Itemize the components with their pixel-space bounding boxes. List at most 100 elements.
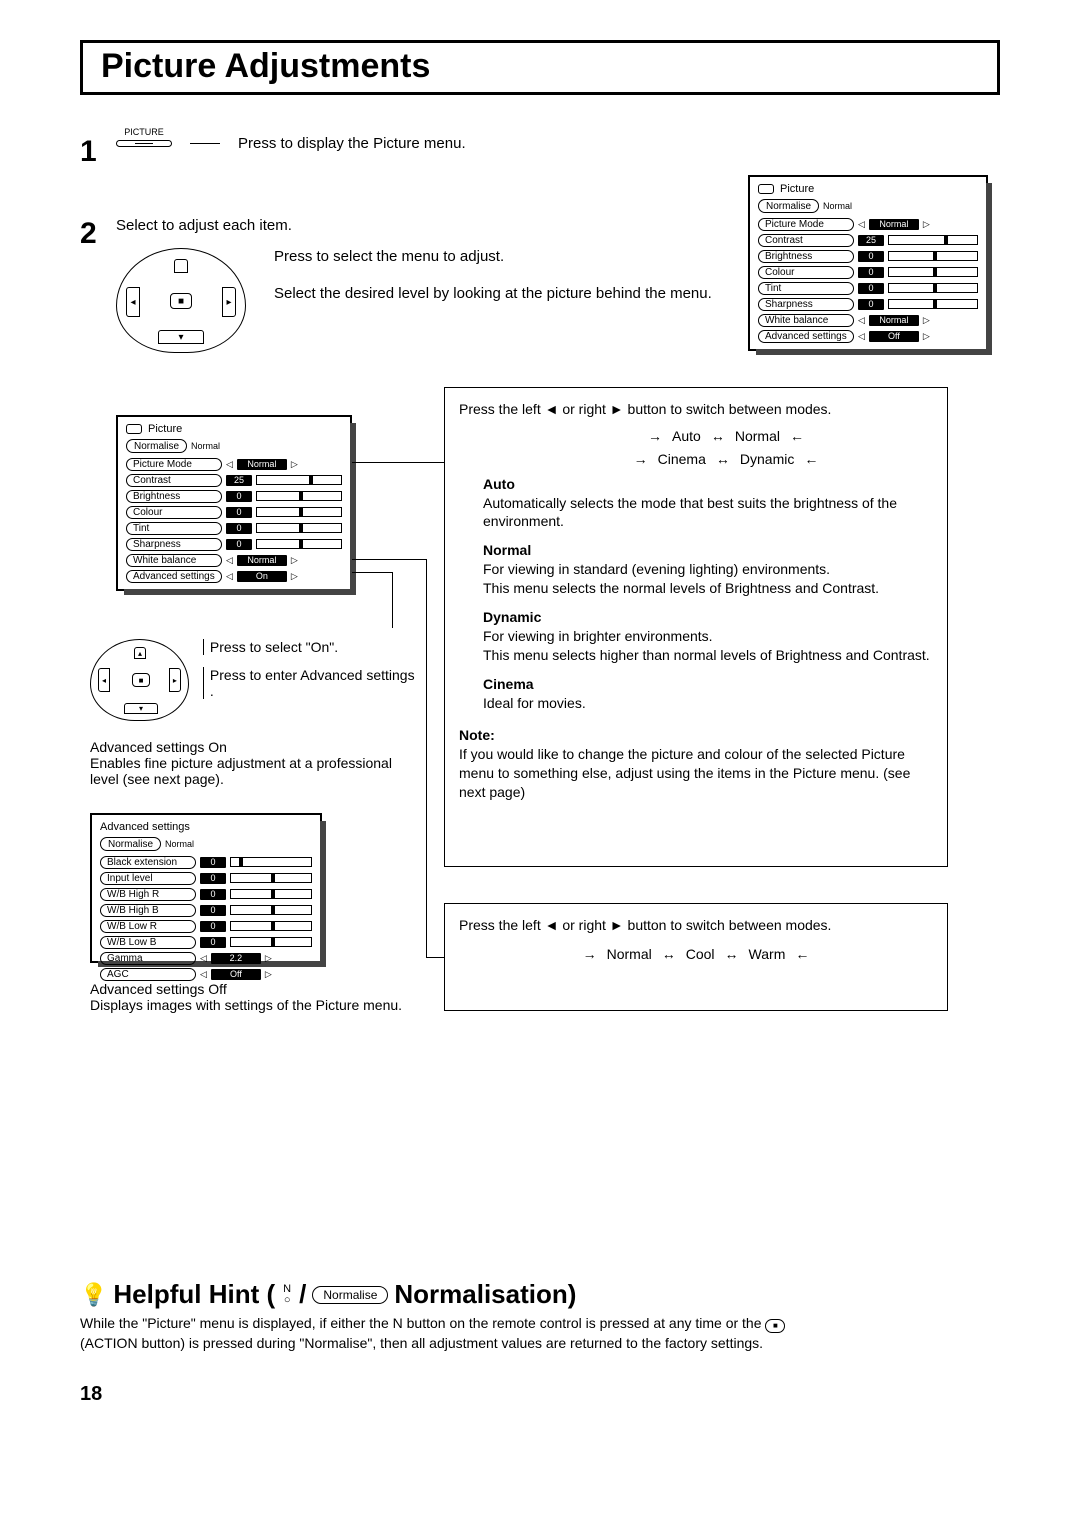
normalise-button: Normalise bbox=[758, 199, 819, 213]
osd-slider bbox=[230, 905, 312, 915]
osd-row: Tint 0 bbox=[126, 521, 342, 535]
osd-row-label: Brightness bbox=[758, 250, 854, 263]
osd-slider bbox=[256, 475, 342, 485]
helpful-hint-text: While the "Picture" menu is displayed, i… bbox=[80, 1314, 1000, 1353]
osd-row: Sharpness0 bbox=[126, 537, 342, 551]
wb-cool: Cool bbox=[686, 945, 715, 964]
mode-auto: Auto bbox=[672, 427, 701, 446]
osd-slider bbox=[256, 491, 342, 501]
normalise-status: Normal bbox=[191, 441, 220, 451]
normal-heading: Normal bbox=[483, 541, 933, 560]
menu-icon bbox=[126, 424, 142, 434]
osd-picture-title: Picture bbox=[148, 423, 182, 435]
osd-row-value: 0 bbox=[226, 523, 252, 534]
normalise-button: Normalise bbox=[100, 837, 161, 851]
osd-row: Tint 0 bbox=[758, 281, 978, 295]
osd-row: White balance◁Normal▷ bbox=[126, 553, 342, 567]
auto-heading: Auto bbox=[483, 475, 933, 494]
osd-row: AGC◁Off▷ bbox=[100, 967, 312, 981]
auto-text: Automatically selects the mode that best… bbox=[483, 494, 933, 532]
osd-row-value: 0 bbox=[858, 283, 884, 294]
note-text: If you would like to change the picture … bbox=[459, 745, 933, 802]
osd-row-value: 0 bbox=[200, 857, 226, 868]
osd-row: Gamma◁2.2▷ bbox=[100, 951, 312, 965]
normal-text-2: This menu selects the normal levels of B… bbox=[483, 579, 933, 598]
osd-row-mode-value: Normal bbox=[869, 219, 919, 230]
adv-off-heading: Advanced settings Off bbox=[90, 981, 410, 997]
mode-dynamic: Dynamic bbox=[740, 450, 794, 469]
osd-picture-left: Picture Normalise Normal Picture Mode◁No… bbox=[116, 415, 352, 591]
wb-cycle: → Normal ↔ Cool ↔ Warm ← bbox=[459, 945, 933, 964]
osd-row-label: Input level bbox=[100, 872, 196, 885]
osd-row: W/B High B 0 bbox=[100, 903, 312, 917]
osd-row-mode-value: Off bbox=[211, 969, 261, 980]
osd-row-label: White balance bbox=[758, 314, 854, 327]
mode-cycle-row2: → Cinema ↔ Dynamic ← bbox=[519, 450, 933, 469]
osd-slider bbox=[256, 539, 342, 549]
osd-row-mode-value: Normal bbox=[869, 315, 919, 326]
osd-row: Advanced settings◁On▷ bbox=[126, 569, 342, 583]
action-button-icon: ■ bbox=[765, 1319, 785, 1333]
osd-row-label: Advanced settings bbox=[758, 330, 854, 343]
osd-picture-title: Picture bbox=[780, 183, 814, 195]
normalise-status: Normal bbox=[165, 839, 194, 849]
step-2-text-b: Select the desired level by looking at t… bbox=[274, 285, 712, 302]
osd-row-label: Gamma bbox=[100, 952, 196, 965]
osd-row-label: Sharpness bbox=[126, 538, 222, 551]
osd-row: Colour0 bbox=[126, 505, 342, 519]
lightbulb-icon: 💡 bbox=[80, 1282, 107, 1308]
wb-normal: Normal bbox=[607, 945, 652, 964]
press-on-text: Press to select "On". bbox=[203, 639, 420, 655]
osd-slider bbox=[230, 889, 312, 899]
osd-slider bbox=[256, 507, 342, 517]
menu-icon bbox=[758, 184, 774, 194]
normal-text-1: For viewing in standard (evening lightin… bbox=[483, 560, 933, 579]
adv-on-heading: Advanced settings On bbox=[90, 739, 420, 755]
osd-row-mode-value: Off bbox=[869, 331, 919, 342]
osd-slider bbox=[230, 921, 312, 931]
picture-button-label: PICTURE bbox=[124, 127, 164, 137]
osd-row-value: 0 bbox=[200, 937, 226, 948]
adv-settings-column: ▴ ◂ ■ ▸ ▾ Press to select "On". Press to… bbox=[90, 639, 420, 787]
steps-container: 1 PICTURE Press to display the Picture m… bbox=[80, 135, 1000, 1245]
osd-row-label: W/B Low R bbox=[100, 920, 196, 933]
adv-off-text: Displays images with settings of the Pic… bbox=[90, 997, 410, 1013]
osd-row-value: 0 bbox=[200, 921, 226, 932]
osd-row: Colour0 bbox=[758, 265, 978, 279]
n-button-icon: N○ bbox=[283, 1284, 291, 1306]
osd-row-label: Tint bbox=[126, 522, 222, 535]
wb-warm: Warm bbox=[749, 945, 786, 964]
press-enter-text: Press to enter Advanced settings . bbox=[203, 667, 420, 699]
osd-row-label: W/B High B bbox=[100, 904, 196, 917]
osd-advanced-settings: Advanced settings Normalise Normal Black… bbox=[90, 813, 322, 963]
osd-row-label: Picture Mode bbox=[758, 218, 854, 231]
remote-navigation-icon: ◂ ■ ▸ ▾ bbox=[116, 248, 246, 353]
osd-row-label: Contrast bbox=[126, 474, 222, 487]
osd-row-label: White balance bbox=[126, 554, 222, 567]
osd-slider bbox=[256, 523, 342, 533]
diagram-area: Picture Normalise Normal Picture Mode◁No… bbox=[80, 365, 1000, 1245]
adv-on-text: Enables fine picture adjustment at a pro… bbox=[90, 755, 420, 787]
osd-row: Black extension0 bbox=[100, 855, 312, 869]
osd-row-label: Tint bbox=[758, 282, 854, 295]
osd-row-value: 0 bbox=[226, 507, 252, 518]
osd-slider bbox=[888, 283, 978, 293]
osd-row-label: W/B Low B bbox=[100, 936, 196, 949]
dynamic-text-1: For viewing in brighter environments. bbox=[483, 627, 933, 646]
step-2-text-a: Press to select the menu to adjust. bbox=[274, 248, 712, 265]
dynamic-text-2: This menu selects higher than normal lev… bbox=[483, 646, 933, 665]
osd-row-value: 0 bbox=[858, 299, 884, 310]
osd-row-mode-value: Normal bbox=[237, 555, 287, 566]
osd-row-label: Colour bbox=[758, 266, 854, 279]
page-number: 18 bbox=[80, 1383, 1000, 1406]
note-heading: Note: bbox=[459, 726, 933, 745]
cinema-text: Ideal for movies. bbox=[483, 694, 933, 713]
step-1-text: Press to display the Picture menu. bbox=[238, 135, 466, 152]
wb-intro: Press the left ◄ or right ► button to sw… bbox=[459, 916, 933, 935]
osd-row: Brightness0 bbox=[126, 489, 342, 503]
osd-row-value: 0 bbox=[200, 905, 226, 916]
mode-normal: Normal bbox=[735, 427, 780, 446]
mode-cycle-row1: → Auto ↔ Normal ← bbox=[519, 427, 933, 446]
normalise-status: Normal bbox=[823, 201, 852, 211]
osd-slider bbox=[888, 251, 978, 261]
